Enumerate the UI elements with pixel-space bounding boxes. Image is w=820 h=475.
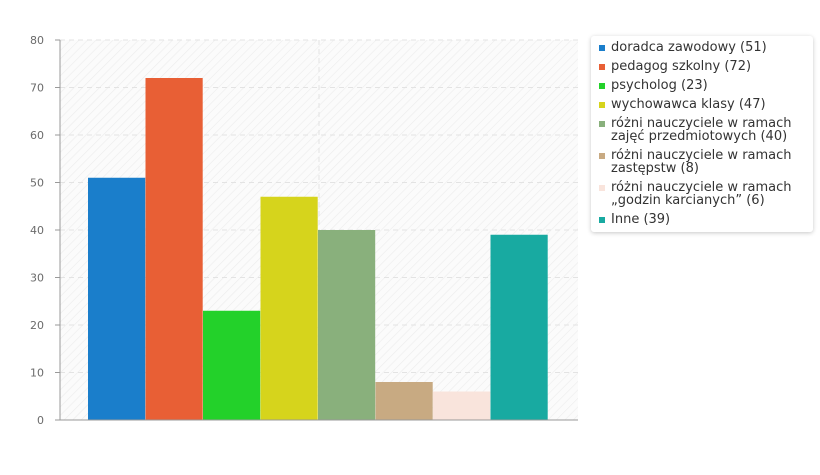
legend-label: pedagog szkolny (72) — [611, 59, 752, 74]
axes: 0 10 20 30 40 50 60 70 80 — [30, 34, 578, 427]
legend-label: różni nauczyciele w ramach „godzin karci… — [611, 180, 792, 208]
legend-swatch — [599, 64, 605, 70]
legend-swatch — [599, 185, 605, 191]
legend-swatch — [599, 102, 605, 108]
y-tick-label: 30 — [30, 272, 44, 285]
bars — [88, 78, 548, 420]
legend-item[interactable]: Inne (39) — [597, 213, 807, 226]
y-tick-label: 50 — [30, 177, 44, 190]
legend-label: doradca zawodowy (51) — [611, 40, 767, 55]
legend-label: wychowawca klasy (47) — [611, 97, 766, 112]
legend-label: różni nauczyciele w ramach zajęć przedmi… — [611, 116, 792, 144]
legend-item[interactable]: psycholog (23) — [597, 79, 807, 92]
bar[interactable] — [145, 78, 203, 420]
y-tick-label: 60 — [30, 129, 44, 142]
legend-label: Inne (39) — [611, 212, 671, 227]
legend-item[interactable]: wychowawca klasy (47) — [597, 98, 807, 111]
bar[interactable] — [433, 391, 491, 421]
legend-label: różni nauczyciele w ramach zastępstw (8) — [611, 148, 792, 176]
bar[interactable] — [88, 177, 146, 420]
legend-swatch — [599, 45, 605, 51]
y-tick-label: 10 — [30, 367, 44, 380]
y-tick-label: 70 — [30, 82, 44, 95]
bar[interactable] — [260, 196, 318, 420]
y-tick-label: 80 — [30, 34, 44, 47]
legend-swatch — [599, 217, 605, 223]
y-tick-label: 20 — [30, 319, 44, 332]
y-tick-label: 0 — [37, 414, 44, 427]
bar[interactable] — [203, 310, 261, 420]
legend-item[interactable]: różni nauczyciele w ramach zajęć przedmi… — [597, 117, 807, 143]
legend: doradca zawodowy (51) pedagog szkolny (72… — [591, 36, 813, 232]
legend-item[interactable]: doradca zawodowy (51) — [597, 41, 807, 54]
legend-swatch — [599, 153, 605, 159]
legend-item[interactable]: różni nauczyciele w ramach „godzin karci… — [597, 181, 807, 207]
y-tick-label: 40 — [30, 224, 44, 237]
bar[interactable] — [375, 382, 433, 420]
legend-swatch — [599, 121, 605, 127]
legend-item[interactable]: pedagog szkolny (72) — [597, 60, 807, 73]
legend-label: psycholog (23) — [611, 78, 708, 93]
bar[interactable] — [490, 234, 548, 420]
bar[interactable] — [318, 230, 376, 420]
legend-item[interactable]: różni nauczyciele w ramach zastępstw (8) — [597, 149, 807, 175]
legend-swatch — [599, 83, 605, 89]
